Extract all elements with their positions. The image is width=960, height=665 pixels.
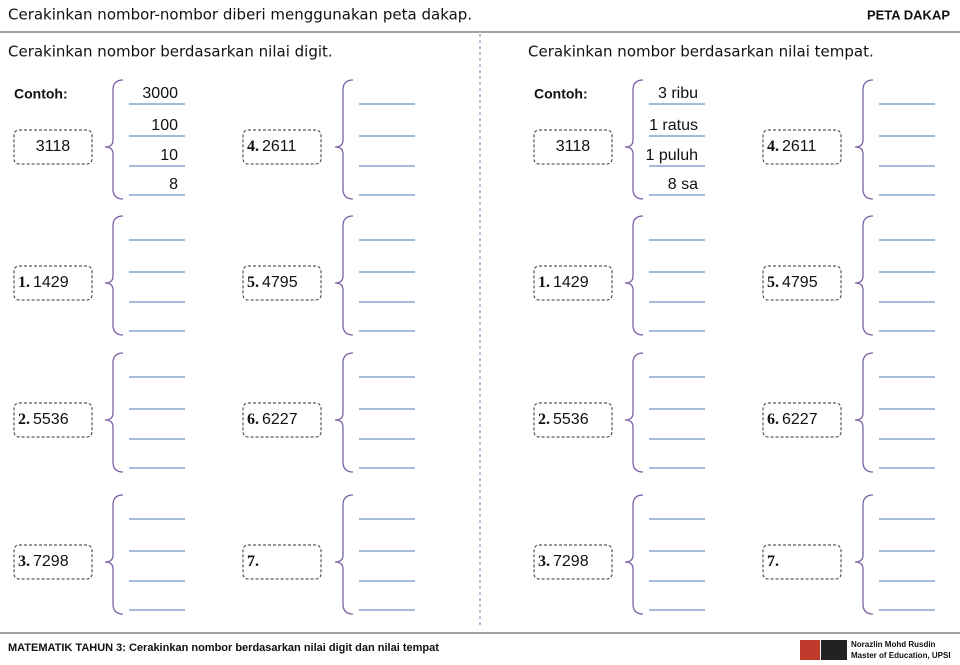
number-box <box>533 265 613 301</box>
number-box <box>13 265 93 301</box>
logo-icon <box>821 640 847 660</box>
brace <box>334 494 354 615</box>
item-label: 2. <box>538 411 550 428</box>
item-label: 3. <box>18 553 30 570</box>
item-text: 5. 4795 <box>247 274 298 292</box>
item-text: 2. 5536 <box>538 411 589 429</box>
item-label: 5. <box>247 274 259 291</box>
brace <box>104 352 124 473</box>
number-box <box>762 129 842 165</box>
item-label: 2. <box>18 411 30 428</box>
example-part: 3 ribu <box>658 85 698 102</box>
item-number: 4795 <box>262 274 298 291</box>
number-box <box>762 265 842 301</box>
item-label: 1. <box>18 274 30 291</box>
example-label: Contoh: <box>14 86 68 102</box>
example-number: 3118 <box>36 138 71 155</box>
number-box <box>242 129 322 165</box>
brace <box>104 215 124 336</box>
brace <box>104 79 124 200</box>
page-tag: PETA DAKAP <box>867 7 950 22</box>
example-part: 10 <box>160 147 178 164</box>
item-text: 6. 6227 <box>247 411 298 429</box>
example-part: 8 <box>169 176 178 193</box>
brace <box>334 352 354 473</box>
example-part: 100 <box>151 117 178 134</box>
brace <box>624 79 644 200</box>
item-number: 6227 <box>262 411 298 428</box>
item-text: 5. 4795 <box>767 274 818 292</box>
item-number: 2611 <box>262 138 297 155</box>
item-label: 4. <box>247 138 259 155</box>
item-text: 3. 7298 <box>18 553 69 571</box>
number-box <box>762 544 842 580</box>
item-text: 2. 5536 <box>18 411 69 429</box>
item-text: 6. 6227 <box>767 411 818 429</box>
example-label: Contoh: <box>534 86 588 102</box>
number-box <box>242 544 322 580</box>
item-number: 1429 <box>553 274 589 291</box>
item-label: 4. <box>767 138 779 155</box>
number-box <box>242 402 322 438</box>
panel-heading: Cerakinkan nombor berdasarkan nilai temp… <box>528 43 874 61</box>
example-number: 3118 <box>556 138 591 155</box>
brace <box>624 215 644 336</box>
page-title: Cerakinkan nombor-nombor diberi mengguna… <box>8 6 472 24</box>
item-number: 2611 <box>782 138 817 155</box>
example-part: 8 sa <box>668 176 698 193</box>
brace <box>104 494 124 615</box>
item-text: 1. 1429 <box>18 274 69 292</box>
brace <box>854 352 874 473</box>
panel-heading: Cerakinkan nombor berdasarkan nilai digi… <box>8 43 333 61</box>
number-box <box>762 402 842 438</box>
item-number: 6227 <box>782 411 818 428</box>
item-label: 3. <box>538 553 550 570</box>
brace <box>624 494 644 615</box>
brace <box>334 79 354 200</box>
brace <box>624 352 644 473</box>
number-box <box>13 544 93 580</box>
item-text: 7. <box>247 553 259 570</box>
example-part: 1 puluh <box>646 147 699 164</box>
item-text: 4. 2611 <box>767 138 817 156</box>
logo-icon <box>800 640 820 660</box>
number-box <box>13 402 93 438</box>
example-part: 3000 <box>142 85 178 102</box>
item-label: 7. <box>247 553 259 570</box>
item-label: 6. <box>767 411 779 428</box>
footer-text: MATEMATIK TAHUN 3: Cerakinkan nombor ber… <box>8 642 439 654</box>
example-part: 1 ratus <box>649 117 698 134</box>
brace <box>854 79 874 200</box>
item-text: 7. <box>767 553 779 570</box>
number-box <box>533 129 613 165</box>
author-credential: Master of Education, UPSI <box>851 651 951 660</box>
number-box <box>533 402 613 438</box>
number-box <box>242 265 322 301</box>
item-label: 6. <box>247 411 259 428</box>
number-box <box>533 544 613 580</box>
item-text: 4. 2611 <box>247 138 297 156</box>
brace <box>334 215 354 336</box>
item-text: 3. 7298 <box>538 553 589 571</box>
item-number: 7298 <box>33 553 69 570</box>
item-number: 1429 <box>33 274 69 291</box>
number-box <box>13 129 93 165</box>
item-number: 4795 <box>782 274 818 291</box>
item-number: 7298 <box>553 553 589 570</box>
item-label: 1. <box>538 274 550 291</box>
item-text: 1. 1429 <box>538 274 589 292</box>
item-number: 5536 <box>33 411 69 428</box>
author-logo <box>800 640 847 660</box>
item-label: 5. <box>767 274 779 291</box>
author-name: Norazlin Mohd Rusdin <box>851 640 936 649</box>
brace <box>854 215 874 336</box>
item-number: 5536 <box>553 411 589 428</box>
brace <box>854 494 874 615</box>
item-label: 7. <box>767 553 779 570</box>
